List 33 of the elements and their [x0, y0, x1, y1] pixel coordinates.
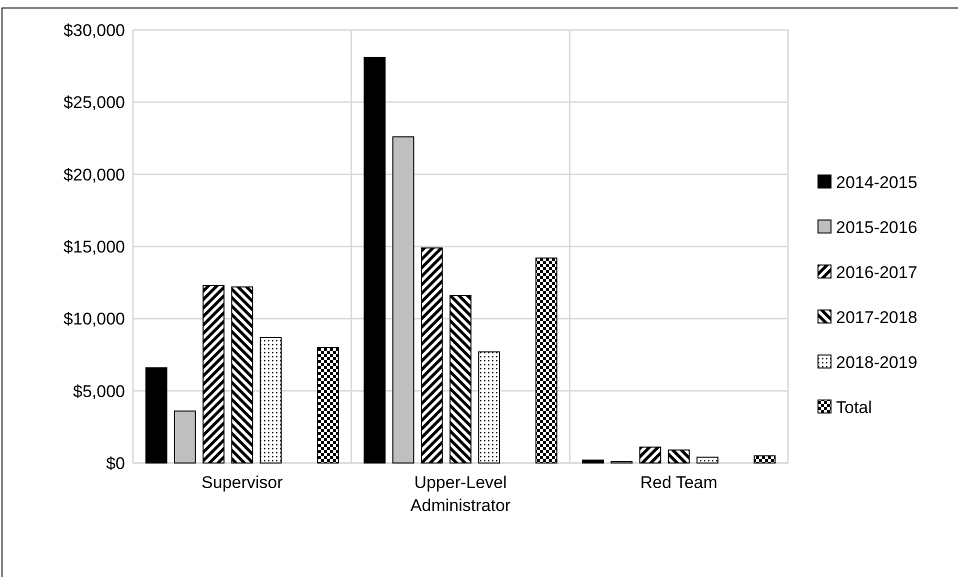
bar: [535, 258, 558, 464]
y-tick-label: $0: [106, 454, 125, 473]
x-tick-label: Upper-Level Administrator: [410, 473, 511, 515]
legend-label: 2016-2017: [836, 262, 918, 282]
bar: [145, 367, 168, 464]
bar: [754, 455, 776, 464]
y-tick-label: $5,000: [73, 382, 125, 401]
bar: [668, 450, 690, 464]
bar: [478, 351, 500, 464]
x-tick-label: Red Team: [640, 473, 718, 492]
bar: [639, 446, 662, 464]
bar: [260, 336, 282, 464]
bar: [174, 410, 196, 464]
y-tick-label: $15,000: [64, 237, 125, 256]
bar: [696, 456, 718, 464]
legend-label: 2014-2015: [836, 172, 918, 192]
bar: [392, 136, 414, 464]
legend-label: 2018-2019: [836, 352, 918, 372]
bar: [364, 56, 386, 464]
x-tick-label: Supervisor: [202, 473, 284, 492]
legend-label: 2017-2018: [836, 308, 918, 327]
y-tick-label: $30,000: [64, 20, 125, 40]
y-tick-label: $20,000: [64, 165, 125, 184]
legend-label: 2015-2016: [836, 218, 918, 237]
legend-label: Total: [836, 398, 872, 417]
bar: [450, 295, 472, 464]
y-tick-label: $25,000: [64, 93, 125, 112]
bar: [202, 284, 224, 464]
bar: [420, 247, 443, 464]
bar: [317, 347, 339, 464]
bar: [582, 460, 604, 464]
y-tick-label: $10,000: [64, 310, 125, 329]
bar: [231, 286, 254, 464]
